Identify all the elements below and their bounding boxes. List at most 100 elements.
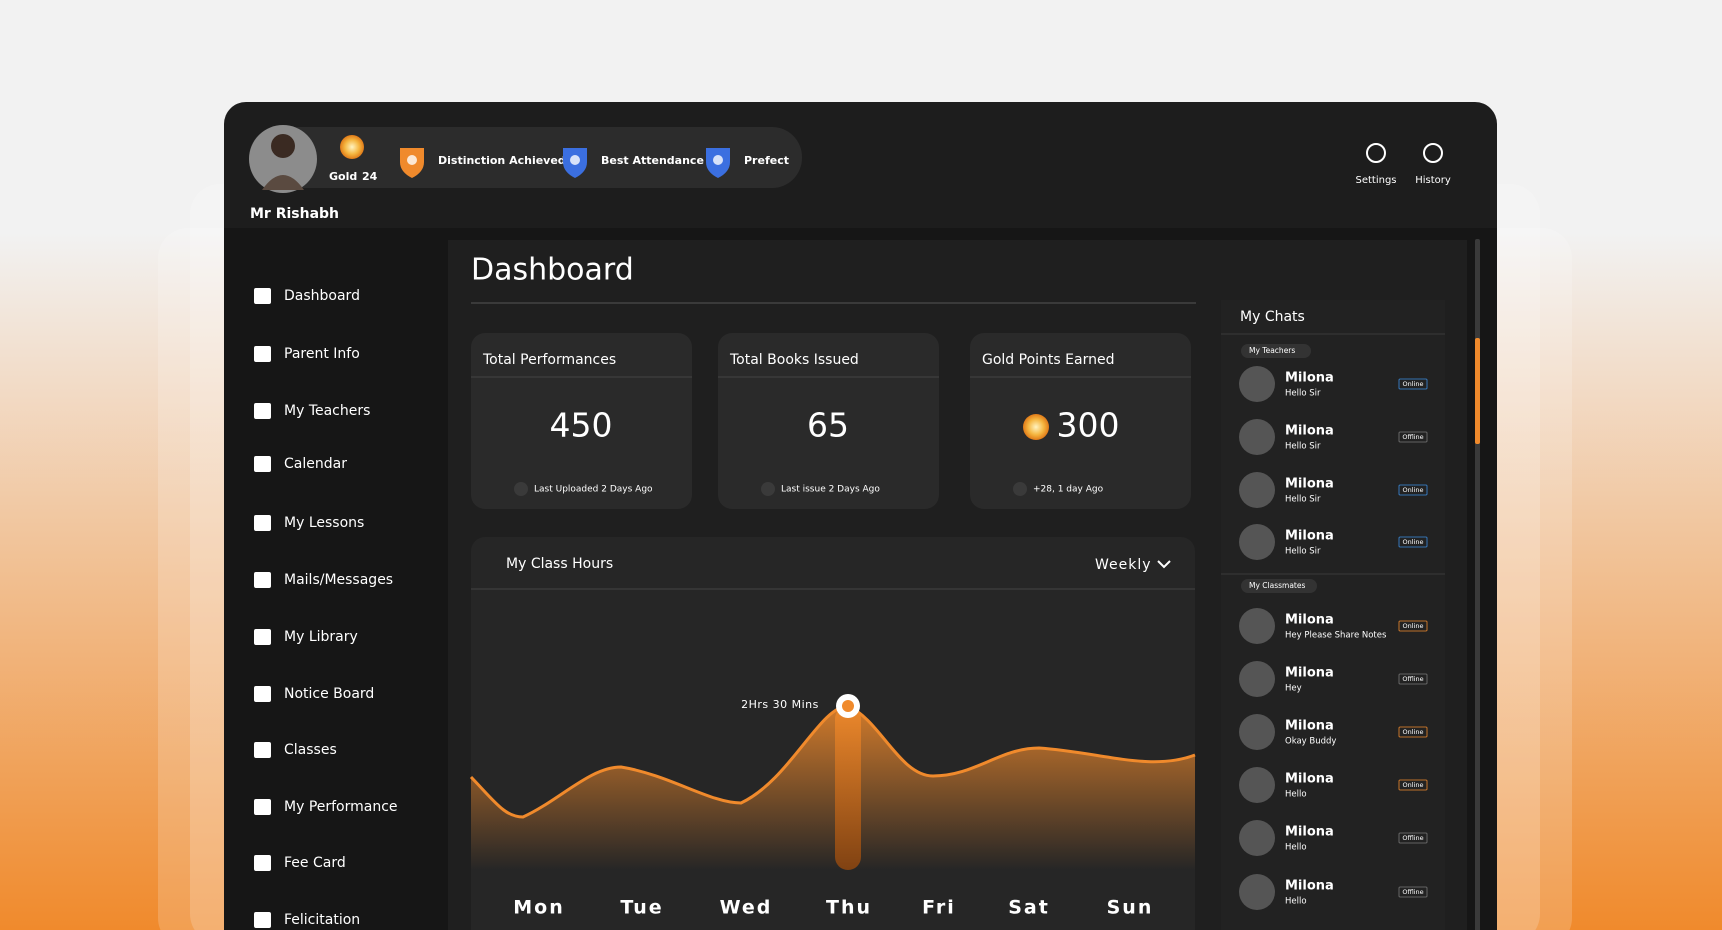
achievement-label: Distinction Achieved	[438, 154, 566, 167]
day-label: Sun	[1107, 897, 1154, 919]
contact-status: Offline	[1402, 888, 1423, 896]
contact-avatar[interactable]	[1239, 419, 1275, 455]
contact-avatar[interactable]	[1239, 767, 1275, 803]
nav-item[interactable]: My Library	[284, 629, 358, 645]
note-icon	[1013, 482, 1027, 496]
nav-item[interactable]: My Lessons	[284, 515, 364, 531]
contact-avatar[interactable]	[1239, 366, 1275, 402]
nav-item[interactable]: Classes	[284, 742, 337, 758]
status-box	[1398, 779, 1428, 791]
action-label[interactable]: Settings	[1355, 175, 1396, 186]
day-label: Mon	[513, 897, 565, 919]
contact-name[interactable]: Milona	[1285, 477, 1334, 492]
scroll-thumb[interactable]	[1475, 338, 1480, 444]
contact-status: Online	[1403, 380, 1424, 388]
status-box	[1398, 620, 1428, 632]
page-title: Dashboard	[471, 253, 634, 288]
chart-annotation: 2Hrs 30 Mins	[741, 698, 819, 711]
contact-avatar[interactable]	[1239, 472, 1275, 508]
chevron[interactable]	[1157, 560, 1171, 569]
gold-coin	[1023, 414, 1049, 440]
contact-status: Online	[1403, 622, 1424, 630]
contact-message: Hello	[1285, 897, 1307, 907]
nav-icon[interactable]	[254, 912, 271, 928]
nav-icon[interactable]	[254, 403, 271, 419]
contact-status: Offline	[1402, 433, 1423, 441]
nav-item[interactable]: Mails/Messages	[284, 572, 393, 588]
contact-avatar[interactable]	[1239, 874, 1275, 910]
contact-name[interactable]: Milona	[1285, 772, 1334, 787]
nav-item[interactable]: My Performance	[284, 799, 398, 815]
group-pill	[1241, 579, 1317, 593]
contact-message: Hello Sir	[1285, 495, 1321, 505]
achievement-label: Prefect	[744, 154, 789, 167]
day-label: Tue	[620, 897, 663, 919]
nav-item[interactable]: Notice Board	[284, 686, 374, 702]
contact-status: Offline	[1402, 834, 1423, 842]
period-select[interactable]: Weekly	[1095, 557, 1152, 573]
badge-label: Gold	[329, 170, 357, 183]
achievement-emblem	[407, 155, 417, 165]
contact-message: Hey Please Share Notes	[1285, 631, 1387, 641]
action-icon[interactable]	[1366, 143, 1386, 163]
contact-name[interactable]: Milona	[1285, 666, 1334, 681]
nav-icon[interactable]	[254, 799, 271, 815]
nav-icon[interactable]	[254, 855, 271, 871]
contact-message: Hello Sir	[1285, 547, 1321, 557]
contact-status: Online	[1403, 781, 1424, 789]
stat-title: Gold Points Earned	[982, 352, 1114, 368]
avatar[interactable]	[249, 125, 317, 193]
contact-avatar[interactable]	[1239, 524, 1275, 560]
stat-note: Last issue 2 Days Ago	[781, 485, 880, 495]
contact-avatar[interactable]	[1239, 661, 1275, 697]
contact-name[interactable]: Milona	[1285, 529, 1334, 544]
status-box	[1398, 378, 1428, 390]
contact-message: Hey	[1285, 684, 1302, 694]
action-label[interactable]: History	[1415, 175, 1451, 186]
contact-name[interactable]: Milona	[1285, 879, 1334, 894]
contact-name[interactable]: Milona	[1285, 719, 1334, 734]
gold-coin	[340, 135, 364, 159]
group-label: My Teachers	[1249, 346, 1295, 355]
nav-item[interactable]: My Teachers	[284, 403, 370, 419]
achievement-emblem	[570, 155, 580, 165]
stat-value: 300	[1057, 406, 1120, 445]
nav-item[interactable]: Parent Info	[284, 346, 360, 362]
contact-name[interactable]: Milona	[1285, 613, 1334, 628]
day-label: Thu	[826, 897, 872, 919]
card-title: My Class Hours	[506, 556, 613, 572]
nav-item[interactable]: Felicitation	[284, 912, 360, 928]
nav-icon[interactable]	[254, 288, 271, 304]
contact-avatar[interactable]	[1239, 608, 1275, 644]
nav-icon[interactable]	[254, 572, 271, 588]
nav-icon[interactable]	[254, 629, 271, 645]
nav-item[interactable]: Calendar	[284, 456, 347, 472]
contact-status: Online	[1403, 728, 1424, 736]
status-box	[1398, 886, 1428, 898]
group-pill	[1241, 344, 1311, 358]
contact-name[interactable]: Milona	[1285, 371, 1334, 386]
badge-points: 24	[362, 170, 378, 183]
contact-message: Okay Buddy	[1285, 737, 1336, 747]
nav-icon[interactable]	[254, 742, 271, 758]
nav-item[interactable]: Dashboard	[284, 288, 360, 304]
contact-name[interactable]: Milona	[1285, 424, 1334, 439]
contact-avatar[interactable]	[1239, 820, 1275, 856]
nav-icon[interactable]	[254, 456, 271, 472]
contact-message: Hello Sir	[1285, 442, 1321, 452]
stat-note: +28, 1 day Ago	[1033, 485, 1104, 495]
nav-icon[interactable]	[254, 686, 271, 702]
stat-title: Total Books Issued	[729, 352, 859, 368]
status-box	[1398, 536, 1428, 548]
chat-title: My Chats	[1240, 309, 1305, 325]
action-icon[interactable]	[1423, 143, 1443, 163]
contact-avatar[interactable]	[1239, 714, 1275, 750]
status-box	[1398, 431, 1428, 443]
nav-icon[interactable]	[254, 346, 271, 362]
achievement-label: Best Attendance	[601, 154, 704, 167]
contact-name[interactable]: Milona	[1285, 825, 1334, 840]
nav-icon[interactable]	[254, 515, 271, 531]
day-label: Fri	[922, 897, 956, 919]
nav-item[interactable]: Fee Card	[284, 855, 346, 871]
